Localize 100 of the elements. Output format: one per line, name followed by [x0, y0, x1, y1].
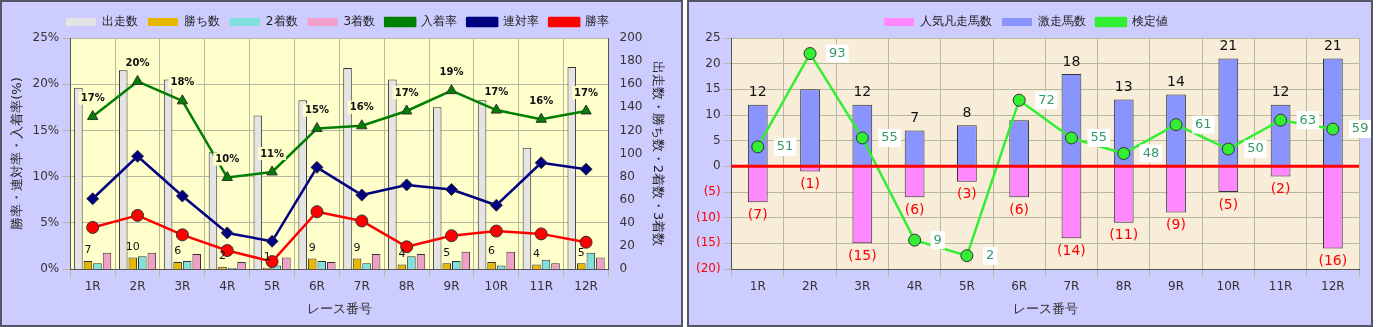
y-tick-label: (20): [695, 261, 721, 276]
x-tick-label: 7R: [1063, 279, 1080, 294]
data-label: 4: [532, 246, 540, 260]
data-label: 9: [933, 231, 942, 247]
data-label: (5): [1218, 195, 1239, 212]
data-label: 7: [910, 109, 920, 126]
data-label: 5: [443, 245, 451, 259]
legend-label: 出走数: [101, 14, 138, 29]
data-label: (3): [956, 185, 977, 202]
data-label: 63: [1299, 111, 1317, 127]
data-label: 55: [881, 129, 898, 145]
x-tick-label: 10R: [1216, 279, 1241, 294]
legend-label: 3着数: [343, 14, 376, 29]
data-label: (6): [904, 200, 925, 217]
y-tick-label: 20: [705, 55, 721, 70]
data-label: 51: [776, 138, 794, 154]
data-label: 16%: [529, 94, 554, 106]
legend-label: 勝ち数: [183, 14, 220, 29]
x-tick-label: 1R: [749, 279, 766, 294]
y-tick-label: (10): [695, 209, 721, 224]
data-label: 9: [308, 240, 316, 254]
y-tick-label: (15): [695, 235, 721, 250]
y-tick-label: 0: [712, 158, 721, 173]
y2-tick-label: 160: [619, 76, 643, 91]
y-tick-label: 15: [705, 81, 721, 96]
data-label: (7): [747, 205, 768, 222]
data-label: 17%: [484, 85, 509, 97]
x-tick-label: 4R: [906, 279, 923, 294]
x-tick-label: 11R: [529, 279, 554, 294]
y-tick-label: 15%: [32, 122, 60, 137]
legend-label: 人気凡走馬数: [920, 14, 992, 29]
data-label: 10%: [215, 153, 240, 165]
y2-tick-label: 200: [619, 30, 643, 45]
data-label: 13: [1114, 78, 1133, 95]
data-label: 20%: [125, 57, 150, 69]
y2-axis-title: 出走数・勝ち数・2着数・3着数: [650, 60, 666, 247]
data-label: 17%: [394, 86, 419, 98]
x-tick-label: 4R: [219, 279, 236, 294]
data-label: 12: [748, 83, 767, 100]
legend-label: 激走馬数: [1038, 14, 1086, 29]
data-label: 18: [1062, 52, 1081, 69]
data-label: 55: [1090, 129, 1107, 145]
data-label: 12: [853, 83, 872, 100]
x-tick-label: 12R: [574, 279, 598, 294]
x-axis-title: レース番号: [1012, 300, 1078, 316]
data-label: 59: [1351, 120, 1369, 136]
data-label: 21: [1323, 37, 1342, 54]
x-axis-title: レース番号: [306, 300, 372, 316]
data-label: 9: [353, 240, 361, 254]
y-tick-label: 25: [705, 30, 721, 45]
x-tick-label: 9R: [1168, 279, 1185, 294]
y-tick-label: 5: [712, 132, 721, 147]
data-label: (11): [1109, 226, 1139, 243]
x-tick-label: 10R: [484, 279, 509, 294]
data-label: 19%: [439, 66, 464, 78]
x-tick-label: 2R: [129, 279, 146, 294]
x-tick-label: 3R: [854, 279, 871, 294]
x-tick-label: 11R: [1268, 279, 1293, 294]
x-tick-label: 1R: [84, 279, 101, 294]
y-tick-label: 10: [705, 107, 721, 122]
y2-tick-label: 120: [619, 122, 643, 137]
y-tick-label: 25%: [32, 30, 60, 45]
data-label: 6: [488, 244, 496, 258]
data-label: 10: [125, 239, 140, 253]
data-label: 50: [1247, 140, 1264, 156]
data-label: 6: [174, 244, 182, 258]
data-label: 17%: [574, 86, 599, 98]
x-tick-label: 8R: [398, 279, 415, 294]
data-label: (9): [1166, 216, 1186, 233]
data-label: 17%: [80, 92, 105, 104]
data-label: (15): [847, 246, 877, 263]
data-label: (16): [1318, 252, 1348, 269]
y-axis-title: 勝率・連対率・入着率(%): [9, 77, 25, 230]
data-label: 5: [577, 245, 585, 259]
data-label: 93: [829, 44, 846, 60]
y-tick-label: 0%: [40, 261, 60, 276]
data-label: (2): [1270, 180, 1291, 197]
legend-label: 検定値: [1132, 14, 1168, 29]
legend-label: 2着数: [265, 14, 298, 29]
data-label: 15%: [304, 104, 329, 116]
data-label: 72: [1038, 91, 1055, 107]
data-label: 18%: [170, 76, 195, 88]
data-label: 2: [985, 247, 995, 263]
data-label: 12: [1271, 83, 1290, 100]
y-tick-label: 5%: [40, 214, 60, 229]
data-label: 21: [1219, 37, 1238, 54]
data-label: (6): [1009, 200, 1030, 217]
data-label: 1: [263, 250, 271, 264]
data-label: 16%: [349, 101, 374, 113]
x-tick-label: 5R: [958, 279, 975, 294]
y2-tick-label: 180: [619, 53, 643, 68]
legend-label: 勝率: [585, 14, 610, 29]
y2-tick-label: 80: [619, 168, 635, 183]
x-tick-label: 5R: [264, 279, 281, 294]
y-tick-label: 10%: [32, 168, 60, 183]
data-label: 14: [1167, 73, 1186, 90]
x-tick-label: 12R: [1321, 279, 1345, 294]
x-tick-label: 6R: [1011, 279, 1028, 294]
data-label: 11%: [260, 147, 285, 159]
x-tick-label: 2R: [802, 279, 819, 294]
